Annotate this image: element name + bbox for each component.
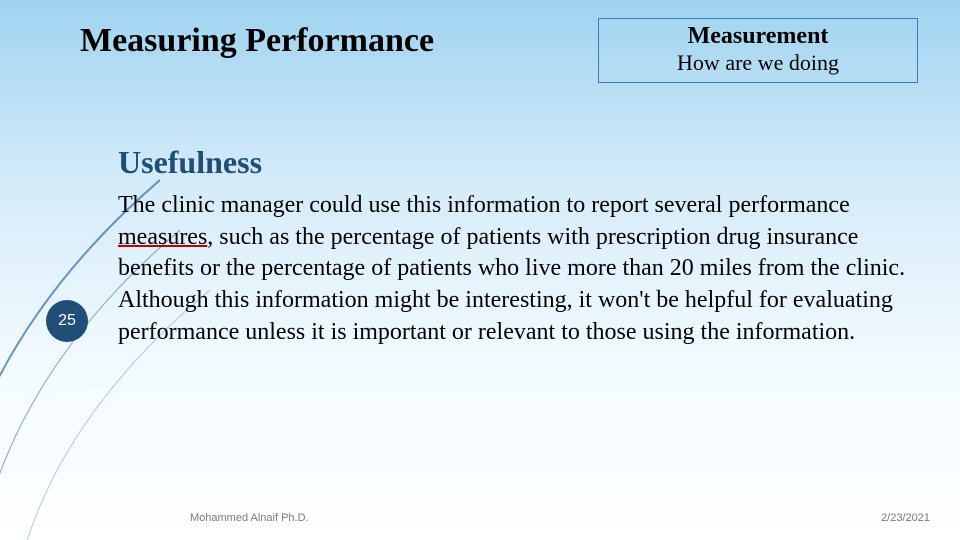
callout-line2: How are we doing	[607, 50, 909, 76]
footer-author: Mohammed Alnaif Ph.D.	[190, 512, 309, 524]
body-pre: The clinic manager could use this inform…	[118, 192, 850, 218]
footer-date: 2/23/2021	[881, 512, 930, 524]
body-post: , such as the percentage of patients wit…	[118, 224, 905, 345]
slide-number-text: 25	[58, 312, 76, 330]
body-text: The clinic manager could use this inform…	[118, 190, 918, 348]
slide-number-badge: 25	[46, 300, 88, 342]
slide: Measuring Performance Measurement How ar…	[0, 0, 960, 540]
callout-box: Measurement How are we doing	[598, 18, 918, 83]
section-heading: Usefulness	[118, 144, 262, 181]
callout-line1: Measurement	[607, 23, 909, 50]
slide-title: Measuring Performance	[80, 22, 434, 60]
body-underlined-word: measures	[118, 224, 207, 250]
